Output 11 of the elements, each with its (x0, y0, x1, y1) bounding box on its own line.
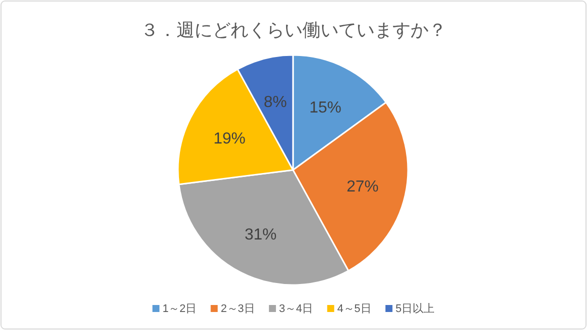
data-label: 15% (309, 99, 342, 116)
legend-label: 5日以上 (395, 302, 435, 315)
legend-label: 4～5日 (337, 303, 372, 315)
legend-label: 2～3日 (220, 303, 255, 315)
data-label: 19% (213, 130, 246, 148)
chart-title: ３．週にどれくらい働いていますか？ (140, 20, 446, 40)
data-label: 27% (346, 178, 379, 196)
data-label: 31% (244, 226, 277, 244)
data-label: 8% (264, 94, 287, 111)
legend-label: 1～2日 (162, 303, 197, 315)
legend-label: 3～4日 (278, 303, 314, 315)
